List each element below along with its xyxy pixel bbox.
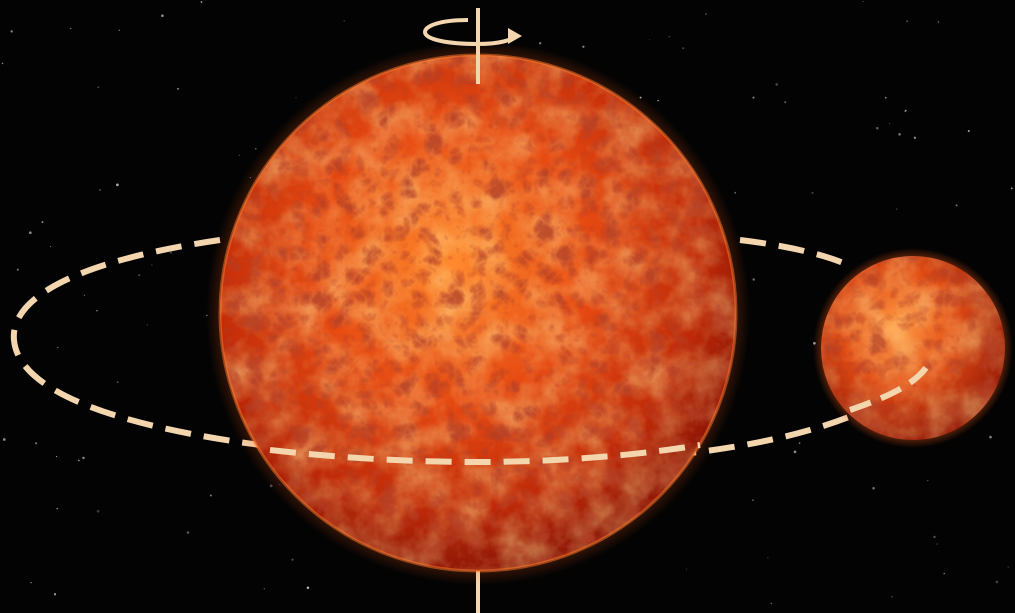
background-star [209,494,212,497]
background-star [888,123,890,124]
background-star [793,450,797,454]
background-star [99,189,101,191]
background-star [898,133,901,136]
background-star [936,543,938,545]
background-star [989,435,992,439]
background-star [943,572,945,575]
background-star [891,596,893,598]
background-star [96,509,100,513]
background-star [668,36,670,38]
rotation-arrow-icon [422,18,522,47]
background-star [995,580,999,584]
background-star [2,438,6,441]
background-star [238,154,240,156]
background-star [1010,187,1013,190]
background-star [967,129,970,133]
background-star [649,38,650,40]
background-star [69,27,72,30]
background-star [28,231,32,235]
background-star [862,1,864,3]
background-star [933,535,936,539]
background-star [151,264,153,266]
background-star [306,586,310,590]
background-star [116,183,119,187]
background-star [955,204,958,207]
background-star [734,191,737,194]
background-star [875,126,879,130]
background-star [775,83,779,86]
background-star [582,45,585,48]
background-star [784,101,787,104]
background-star [538,41,542,45]
background-star [767,557,769,559]
background-star [291,558,294,561]
background-star [884,96,887,99]
orbit-path-back [10,237,931,466]
background-star [96,310,98,312]
background-star [118,29,120,31]
background-star [186,531,190,534]
background-star [138,273,141,277]
background-star [161,14,164,17]
background-star [78,459,80,462]
background-star [752,278,755,281]
background-star [896,208,898,210]
background-star [937,21,940,23]
background-star [904,109,907,112]
background-star [657,99,659,102]
background-star [927,479,929,482]
background-star [169,251,172,254]
background-star [705,13,707,15]
background-star [30,581,32,584]
background-star [798,442,801,444]
background-star [34,442,38,445]
background-star [57,346,59,349]
background-star [682,47,685,50]
background-star [1007,566,1009,568]
background-star [97,86,100,89]
background-star [872,487,875,490]
background-star [255,147,257,150]
background-star [1,62,4,65]
background-star [56,455,58,458]
background-star [82,456,85,460]
background-star [10,30,13,33]
background-star [263,588,265,590]
background-star [811,191,814,195]
background-star [16,268,19,271]
orbit-path-back-right [739,237,852,269]
background-star [41,221,44,224]
background-star [83,294,86,296]
background-star [913,136,917,139]
background-star [200,1,203,3]
companion-star [813,248,1013,448]
background-star [752,499,754,502]
background-star [295,97,297,99]
background-star [116,381,119,383]
primary-star [206,41,750,585]
background-star [56,508,58,510]
background-star [177,87,179,90]
background-star [53,593,57,596]
background-star [50,246,52,248]
orbit-path-over-companion [849,363,931,413]
background-star [343,20,345,22]
background-star [752,96,755,99]
background-star [685,568,687,570]
background-star [146,324,148,326]
background-star [770,602,773,605]
orbit-path-front [269,442,701,466]
background-star [906,20,908,23]
